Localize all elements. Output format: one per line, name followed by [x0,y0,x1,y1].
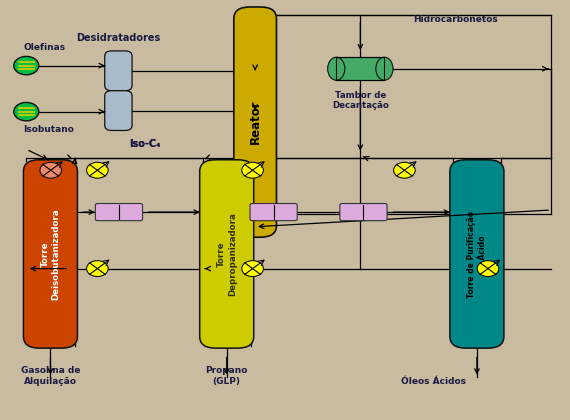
FancyBboxPatch shape [95,204,142,220]
FancyBboxPatch shape [105,91,132,131]
Text: Tambor de
Decantação: Tambor de Decantação [332,91,389,110]
FancyBboxPatch shape [200,160,254,348]
FancyBboxPatch shape [340,204,387,220]
Text: Torre
Depropanizadora: Torre Depropanizadora [217,212,237,296]
FancyBboxPatch shape [450,160,504,348]
Circle shape [242,261,263,276]
Text: Desidratadores: Desidratadores [76,33,161,42]
Circle shape [40,162,62,178]
Text: Torre de Purificação
do Ácido: Torre de Purificação do Ácido [467,210,487,297]
Ellipse shape [376,57,393,80]
Text: Hidrocarbonetos: Hidrocarbonetos [413,16,498,24]
Text: Torre
Deisobutanizadora: Torre Deisobutanizadora [40,208,60,300]
Text: Iso-C₄: Iso-C₄ [129,139,160,149]
Circle shape [242,162,263,178]
Text: Iso-C₄: Iso-C₄ [129,139,160,149]
Ellipse shape [328,57,345,80]
Circle shape [14,56,39,75]
FancyBboxPatch shape [234,7,276,237]
Circle shape [477,261,499,276]
Circle shape [394,162,415,178]
Text: Gasolina de
Alquilação: Gasolina de Alquilação [21,366,80,386]
Text: Propano
(GLP): Propano (GLP) [205,366,247,386]
Circle shape [87,261,108,276]
Bar [336,57,384,80]
FancyBboxPatch shape [105,51,132,91]
Text: Olefinas: Olefinas [23,43,66,52]
Text: Reator: Reator [249,100,262,144]
Circle shape [14,102,39,121]
Text: Óleos Ácidos: Óleos Ácidos [401,377,466,386]
Text: Isobutano: Isobutano [23,125,74,134]
FancyBboxPatch shape [250,204,297,220]
Bar [336,57,384,80]
FancyBboxPatch shape [23,160,78,348]
Circle shape [87,162,108,178]
